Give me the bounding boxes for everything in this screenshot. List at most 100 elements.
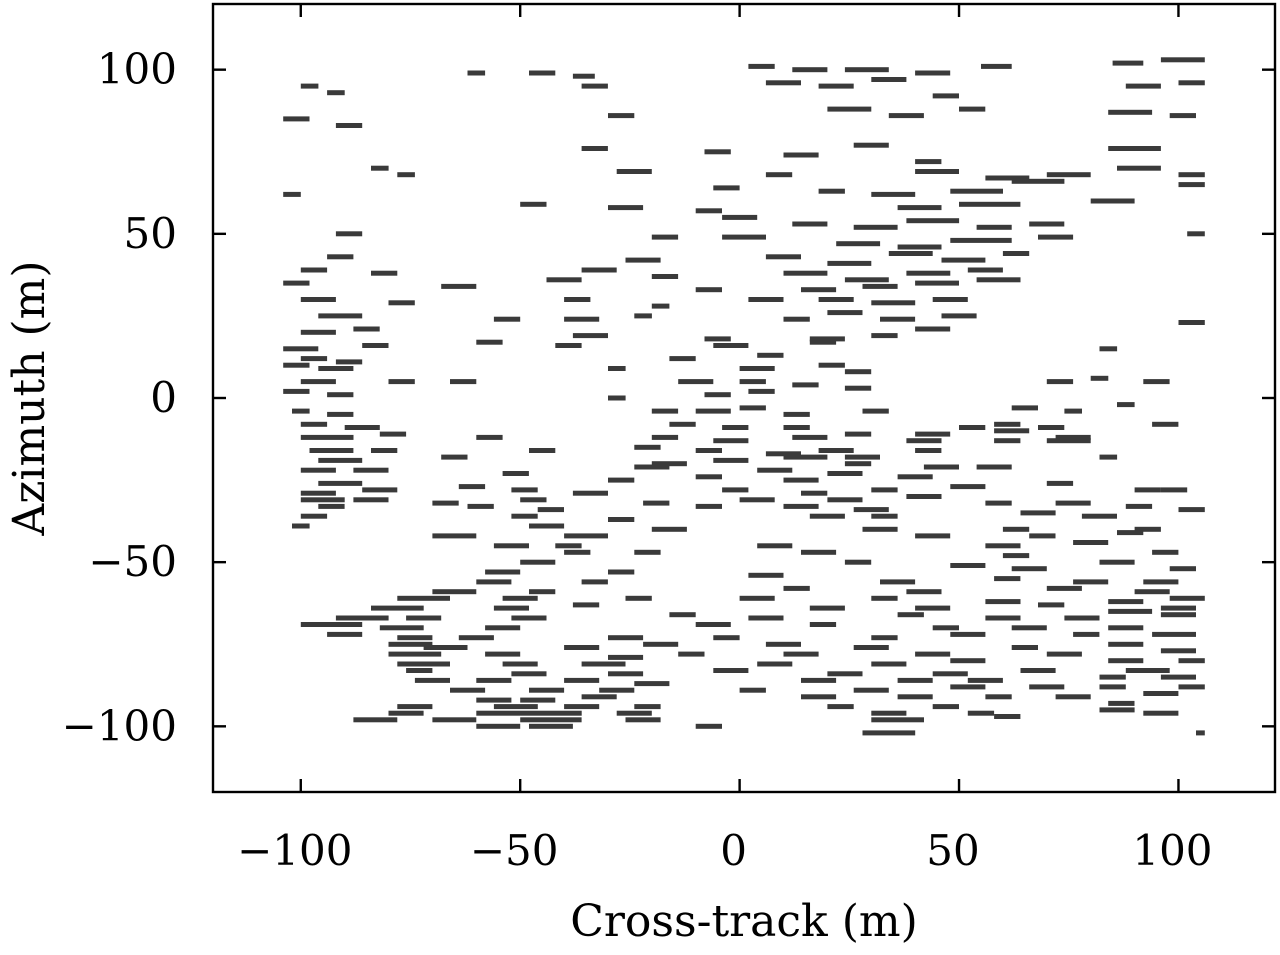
- data-point: [906, 270, 951, 276]
- data-point: [722, 425, 749, 430]
- data-point: [502, 595, 538, 601]
- data-point: [467, 70, 486, 76]
- data-point: [1038, 602, 1065, 608]
- data-point: [529, 523, 565, 529]
- data-point: [739, 379, 766, 385]
- data-point: [300, 434, 354, 440]
- data-point: [371, 605, 424, 611]
- data-point: [695, 287, 722, 293]
- data-point: [906, 494, 942, 499]
- data-point: [950, 563, 986, 568]
- data-point: [1055, 694, 1091, 700]
- data-point: [722, 214, 758, 220]
- data-point: [450, 687, 486, 693]
- data-point: [1160, 487, 1188, 493]
- data-point: [844, 369, 872, 375]
- data-point: [844, 67, 889, 73]
- data-point: [1125, 503, 1153, 509]
- data-point: [1099, 454, 1118, 460]
- data-point: [853, 224, 898, 230]
- data-point: [932, 704, 959, 710]
- data-point: [915, 326, 951, 332]
- x-tick-label: 50: [926, 826, 979, 875]
- data-point: [283, 346, 319, 352]
- data-point: [783, 316, 810, 322]
- data-point: [1160, 612, 1196, 618]
- data-point: [809, 339, 837, 345]
- data-point: [1073, 631, 1100, 637]
- data-point: [493, 605, 529, 611]
- data-point: [783, 585, 810, 591]
- data-point: [1108, 700, 1135, 706]
- data-point: [572, 490, 608, 496]
- data-point: [581, 83, 608, 89]
- data-point: [572, 602, 600, 608]
- data-point: [608, 395, 626, 401]
- data-point: [467, 503, 494, 509]
- data-point: [1046, 651, 1082, 657]
- data-point: [300, 83, 319, 89]
- data-point: [353, 326, 380, 332]
- data-point: [871, 487, 898, 493]
- data-point: [485, 625, 521, 631]
- data-point: [713, 457, 749, 463]
- data-point: [1090, 198, 1135, 204]
- data-point: [783, 651, 819, 657]
- data-point: [327, 254, 354, 260]
- data-point: [581, 267, 617, 273]
- data-point: [941, 257, 986, 263]
- data-point: [669, 612, 696, 618]
- data-point: [651, 526, 687, 532]
- data-point: [783, 411, 810, 417]
- data-point: [994, 714, 1021, 719]
- data-point: [844, 277, 889, 283]
- x-tick-label: 100: [1132, 826, 1212, 875]
- data-point: [608, 635, 644, 641]
- data-point: [765, 172, 793, 178]
- data-point: [844, 454, 880, 460]
- data-point: [1099, 707, 1135, 713]
- data-point: [1160, 57, 1205, 63]
- data-point: [1125, 668, 1170, 673]
- data-point: [695, 448, 722, 453]
- data-point: [739, 595, 775, 601]
- data-point: [1029, 221, 1065, 227]
- points-layer: [283, 57, 1205, 736]
- y-tick-label: 0: [150, 373, 177, 422]
- data-point: [318, 366, 354, 371]
- x-tick-label: 0: [720, 826, 747, 875]
- data-point: [1046, 438, 1091, 444]
- data-point: [634, 681, 670, 687]
- ticks-layer: −100 −50 0 50 100 −100 −50 0 50 100: [62, 4, 1275, 875]
- data-point: [853, 142, 889, 148]
- data-point: [379, 431, 407, 437]
- data-point: [634, 549, 661, 555]
- data-point: [1099, 346, 1118, 352]
- data-point: [871, 77, 907, 82]
- data-point: [1038, 425, 1065, 430]
- data-point: [309, 448, 354, 453]
- data-point: [335, 615, 389, 621]
- data-point: [783, 152, 819, 158]
- data-point: [739, 405, 766, 411]
- x-tick-label: −100: [237, 826, 352, 875]
- data-point: [292, 523, 310, 529]
- data-point: [1143, 579, 1179, 585]
- data-point: [827, 471, 863, 476]
- data-point: [300, 379, 336, 385]
- data-point: [783, 425, 810, 430]
- data-point: [476, 697, 512, 703]
- data-point: [1117, 402, 1135, 408]
- data-point: [704, 336, 731, 342]
- data-point: [695, 503, 722, 509]
- data-point: [871, 710, 907, 716]
- data-point: [713, 438, 749, 444]
- data-point: [1187, 231, 1205, 237]
- data-point: [1112, 60, 1144, 66]
- data-point: [625, 257, 661, 263]
- data-point: [608, 366, 626, 371]
- data-point: [1064, 408, 1082, 414]
- data-point: [397, 661, 450, 667]
- data-point: [932, 625, 959, 631]
- data-point: [1178, 684, 1205, 690]
